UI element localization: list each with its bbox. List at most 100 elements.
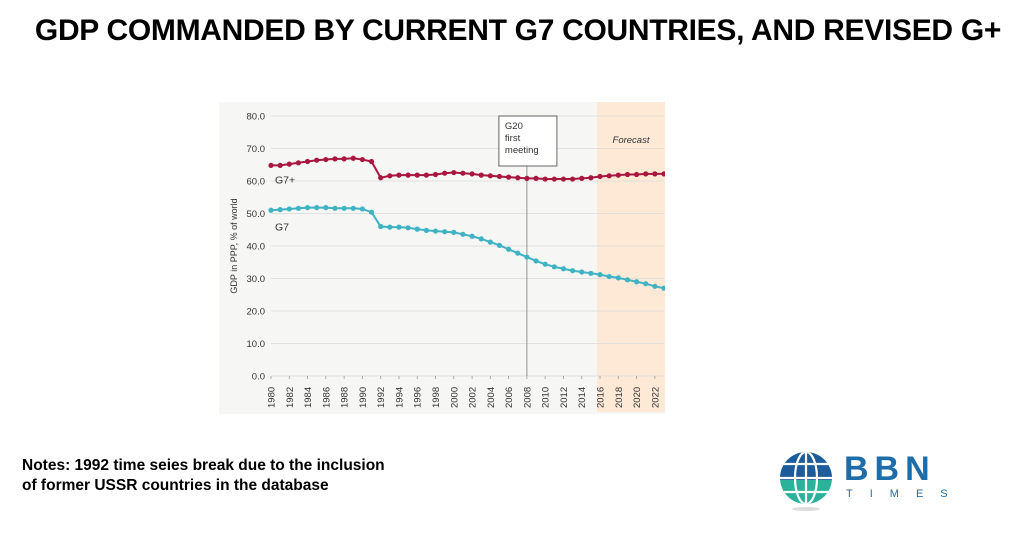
data-point [478, 172, 484, 178]
x-tick-label: 1980 [267, 387, 278, 408]
x-tick-label: 1982 [285, 387, 296, 408]
data-point [304, 205, 311, 211]
data-point [633, 279, 640, 285]
data-point [387, 224, 393, 230]
y-tick-label: 60.0 [247, 177, 266, 188]
data-point [652, 283, 658, 289]
x-tick-label: 1998 [431, 387, 442, 408]
data-point [332, 156, 338, 162]
data-point [624, 277, 631, 283]
x-tick-label: 1990 [358, 387, 369, 408]
data-point [314, 157, 320, 163]
y-axis-title: GDP in PPP, % of world [229, 198, 239, 293]
data-point [579, 269, 585, 275]
y-tick-label: 0.0 [252, 372, 265, 383]
data-point [551, 264, 557, 270]
data-point [423, 227, 429, 233]
data-point [606, 173, 612, 179]
x-tick-label: 2012 [559, 387, 570, 408]
data-point [533, 258, 539, 264]
g20-annotation-label: meeting [505, 145, 539, 156]
data-point [487, 173, 493, 179]
series-label: G7 [275, 221, 289, 233]
data-point [359, 206, 365, 212]
x-tick-label: 2002 [468, 387, 479, 408]
data-point [314, 205, 320, 211]
x-tick-label: 2004 [486, 387, 497, 408]
x-tick-label: 2014 [577, 387, 588, 408]
x-tick-label: 1988 [340, 387, 351, 408]
y-tick-label: 40.0 [247, 242, 266, 253]
data-point [442, 170, 448, 176]
x-tick-label: 2010 [541, 387, 552, 408]
data-point [560, 266, 567, 272]
data-point [570, 268, 576, 274]
data-point [341, 156, 347, 162]
data-point [323, 205, 329, 211]
notes-text: Notes: 1992 time seies break due to the … [22, 456, 492, 496]
x-tick-label: 2022 [650, 387, 661, 408]
x-tick-label: 1994 [394, 387, 405, 408]
data-point [268, 207, 274, 213]
globe-icon [780, 452, 832, 511]
x-tick-label: 2000 [449, 387, 460, 408]
data-point [405, 172, 411, 178]
data-point [570, 176, 576, 182]
data-point [487, 239, 493, 245]
data-point [405, 225, 411, 231]
data-point [286, 206, 292, 212]
g20-annotation-label: G20 [505, 121, 523, 132]
data-point [588, 270, 594, 276]
data-point [633, 171, 640, 178]
line-chart: 0.0 10.0 20.0 30.0 40.0 50.0 60.0 70.0 80.0 1980 1… [229, 102, 665, 412]
data-point [432, 171, 439, 178]
forecast-region [597, 102, 665, 412]
data-point [332, 205, 338, 211]
data-point [542, 176, 548, 182]
data-point [533, 175, 539, 181]
data-point [515, 250, 521, 256]
data-point [469, 171, 475, 177]
chart: 0.0 10.0 20.0 30.0 40.0 50.0 60.0 70.0 80.0 1980 1… [219, 102, 665, 414]
x-tick-label: 2016 [596, 387, 607, 408]
data-point [515, 175, 521, 181]
data-point [542, 261, 548, 267]
data-point [506, 174, 512, 180]
data-point [304, 158, 311, 165]
data-point [378, 175, 384, 181]
data-point [524, 254, 530, 260]
data-point [496, 173, 503, 180]
data-point [387, 173, 393, 179]
data-point [506, 246, 512, 252]
y-tick-label: 80.0 [247, 112, 266, 123]
y-tick-label: 50.0 [247, 209, 266, 220]
y-tick-label: 10.0 [247, 339, 266, 350]
data-point [460, 231, 466, 237]
data-point [643, 281, 649, 287]
data-point [295, 160, 302, 166]
data-point [323, 156, 329, 163]
data-point [378, 223, 384, 230]
forecast-label: Forecast [613, 135, 650, 146]
data-point [277, 207, 283, 213]
data-point [423, 172, 429, 178]
x-tick-label: 2006 [504, 387, 515, 408]
data-point [460, 170, 466, 176]
x-tick-label: 2018 [614, 387, 625, 408]
page-title: GDP COMMANDED BY CURRENT G7 COUNTRIES, A… [34, 14, 1002, 47]
data-point [652, 171, 658, 177]
data-point [624, 171, 631, 178]
data-point [496, 242, 503, 248]
data-point [560, 176, 567, 182]
x-tick-label: 2008 [522, 387, 533, 408]
g20-annotation-label: first [505, 133, 521, 144]
data-point [268, 162, 274, 168]
logo-brand-text: BBN [844, 450, 936, 488]
data-point [478, 236, 484, 242]
data-point [615, 275, 621, 281]
x-tick-label: 1984 [303, 387, 314, 408]
data-point [414, 172, 420, 178]
data-point [524, 175, 530, 181]
x-tick-label: 1992 [376, 387, 387, 408]
notes-line-1: Notes: 1992 time seies break due to the … [22, 457, 385, 474]
